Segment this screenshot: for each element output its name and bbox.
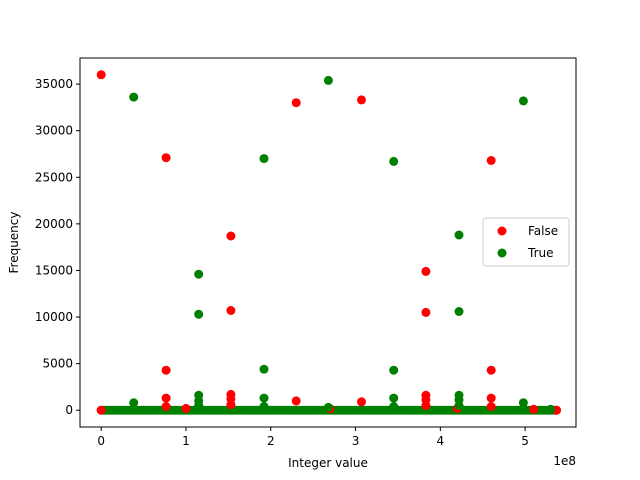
y-tick-label: 0 xyxy=(65,403,73,417)
y-tick-label: 15000 xyxy=(35,263,73,277)
data-point-false xyxy=(226,400,236,410)
y-tick-label: 5000 xyxy=(42,357,73,371)
data-point-true xyxy=(323,402,333,412)
data-point-true xyxy=(259,402,269,411)
data-point-false xyxy=(357,397,366,407)
data-points xyxy=(96,70,561,415)
y-tick-label: 35000 xyxy=(35,77,73,91)
data-point-true xyxy=(259,154,269,164)
data-point-false xyxy=(291,98,301,108)
data-point-false xyxy=(486,402,496,411)
x-axis-label: Integer value xyxy=(288,456,368,470)
data-point-false xyxy=(161,393,171,403)
data-point-false xyxy=(529,404,539,414)
data-point-true xyxy=(454,307,464,316)
data-point-false xyxy=(161,153,171,163)
data-point-false xyxy=(226,306,236,315)
legend-marker-false xyxy=(497,226,507,236)
data-point-false xyxy=(161,365,171,375)
data-point-false xyxy=(486,156,496,165)
x-tick-label: 3 xyxy=(352,434,360,448)
data-point-false xyxy=(291,396,301,406)
data-point-false xyxy=(357,95,366,105)
legend-marker-true xyxy=(497,248,507,258)
data-point-false xyxy=(161,402,171,411)
data-point-false xyxy=(181,403,191,413)
data-point-true xyxy=(323,75,333,85)
data-point-false xyxy=(421,307,431,317)
data-point-false xyxy=(226,231,236,241)
data-point-false xyxy=(486,393,496,403)
data-point-true xyxy=(259,393,269,403)
data-point-true xyxy=(129,398,139,408)
baseline-points xyxy=(96,405,561,415)
x-tick-label: 2 xyxy=(267,434,275,448)
y-tick-label: 10000 xyxy=(35,310,73,324)
legend-label-true: True xyxy=(527,246,554,260)
data-point-true xyxy=(194,309,204,319)
x-axis-offset-label: 1e8 xyxy=(553,454,576,468)
data-point-true xyxy=(389,393,399,403)
plot-frame xyxy=(79,57,577,428)
x-tick-label: 4 xyxy=(437,434,445,448)
data-point-true xyxy=(518,96,528,106)
data-point-true xyxy=(129,92,139,102)
data-point-true xyxy=(389,156,399,166)
x-tick-label: 1 xyxy=(182,434,190,448)
data-point-false xyxy=(421,266,431,276)
data-point-true xyxy=(546,404,556,414)
y-tick-label: 30000 xyxy=(35,124,73,138)
legend-label-false: False xyxy=(528,224,558,238)
data-point-true xyxy=(454,401,464,411)
data-point-true xyxy=(194,401,204,411)
data-point-false xyxy=(486,365,496,375)
data-point-true xyxy=(259,364,269,374)
y-tick-label: 20000 xyxy=(35,217,73,231)
data-point-true xyxy=(389,402,399,411)
y-axis-label: Frequency xyxy=(7,212,21,274)
y-tick-label: 25000 xyxy=(35,170,73,184)
data-point-true xyxy=(454,230,464,240)
legend: False True xyxy=(482,217,570,267)
data-point-true xyxy=(518,398,528,408)
data-point-true xyxy=(194,269,204,279)
baseline-point xyxy=(96,405,106,415)
x-tick-label: 0 xyxy=(97,434,105,448)
data-point-true xyxy=(389,365,399,375)
x-axis: 0 1 2 3 4 5 xyxy=(97,427,529,448)
x-tick-label: 5 xyxy=(521,434,529,448)
data-point-false xyxy=(421,401,431,411)
y-axis: 0 5000 10000 15000 20000 25000 30000 35000 xyxy=(35,77,80,417)
data-point-false xyxy=(96,70,106,80)
